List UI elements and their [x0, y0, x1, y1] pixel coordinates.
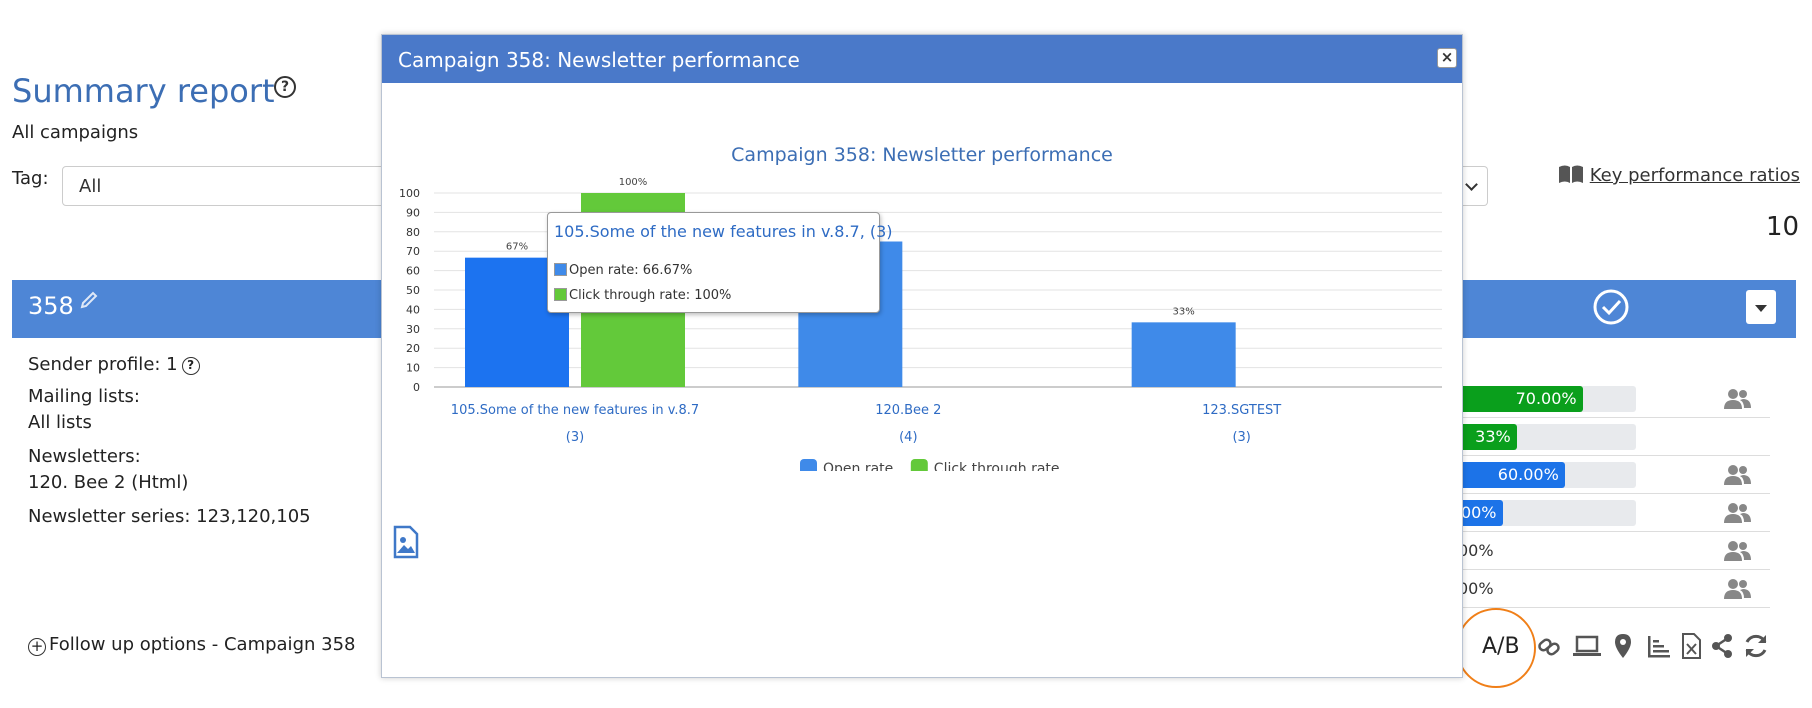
tooltip-open-rate: Open rate: 66.67% — [554, 263, 692, 278]
follow-up-options[interactable]: + Follow up options - Campaign 358 — [28, 634, 355, 656]
data-label: 33% — [1173, 306, 1195, 317]
close-button[interactable]: × — [1437, 48, 1457, 68]
follow-up-label: Follow up options - Campaign 358 — [49, 634, 356, 655]
tag-label: Tag: — [12, 168, 49, 189]
newsletter-series: Newsletter series: 123,120,105 — [28, 506, 311, 527]
y-tick-label: 60 — [406, 265, 420, 278]
image-export-icon[interactable] — [392, 525, 420, 559]
x-tick-count: (3) — [1232, 430, 1250, 445]
progress-fill: 00% — [1458, 500, 1503, 526]
y-tick-label: 40 — [406, 303, 420, 316]
book-icon — [1559, 165, 1583, 183]
stat-row: 00% — [1458, 494, 1770, 532]
stat-row: 60.00% — [1458, 456, 1770, 494]
ab-test-button[interactable]: A/B — [1482, 634, 1520, 659]
performance-chart: Campaign 358: Newsletter performance 0 10 2… — [399, 144, 1442, 471]
page-title: Summary report — [12, 72, 275, 110]
key-performance-ratios-label: Key performance ratios — [1589, 165, 1800, 186]
progress-track: 70.00% — [1458, 386, 1636, 412]
chart-tooltip: 105.Some of the new features in v.8.7, (… — [547, 212, 893, 313]
stat-row: 00% — [1458, 532, 1770, 570]
legend-swatch — [910, 459, 928, 471]
users-icon[interactable] — [1722, 540, 1752, 562]
progress-fill: 33% — [1458, 424, 1517, 450]
users-icon[interactable] — [1722, 388, 1752, 410]
tag-select[interactable]: All — [62, 166, 402, 206]
y-tick-label: 70 — [406, 245, 420, 258]
x-tick-count: (3) — [566, 430, 584, 445]
campaign-count: 10 — [1766, 212, 1800, 242]
link-icon[interactable] — [1536, 632, 1562, 660]
tooltip-click-rate: Click through rate: 100% — [554, 288, 731, 303]
progress-fill: 60.00% — [1458, 462, 1565, 488]
bar — [1131, 322, 1236, 387]
data-label: 100% — [619, 177, 648, 188]
chart-modal: Campaign 358: Newsletter performance × C… — [381, 34, 1463, 678]
x-tick-label: 123.SGTEST — [1202, 403, 1281, 418]
stat-row: 33% — [1458, 418, 1770, 456]
help-icon[interactable]: ? — [181, 357, 200, 375]
stat-value: 00% — [1458, 579, 1494, 598]
tooltip-title: 105.Some of the new features in v.8.7, (… — [554, 222, 893, 241]
campaign-menu-button[interactable] — [1746, 290, 1776, 324]
newsletters-value: 120. Bee 2 (Html) — [28, 472, 189, 493]
page-subtitle: All campaigns — [12, 122, 139, 143]
y-tick-label: 20 — [406, 342, 420, 355]
help-icon[interactable]: ? — [274, 76, 296, 98]
map-pin-icon[interactable] — [1612, 632, 1634, 660]
chart-title: Campaign 358: Newsletter performance — [731, 144, 1113, 166]
check-circle-icon[interactable] — [1592, 288, 1630, 326]
plus-circle-icon: + — [28, 638, 46, 656]
modal-title: Campaign 358: Newsletter performance — [398, 48, 800, 72]
refresh-icon[interactable] — [1742, 632, 1770, 660]
legend-label: Open rate — [823, 461, 893, 471]
modal-header — [382, 35, 1462, 83]
stat-value: 00% — [1458, 541, 1494, 560]
select-dropdown-tail[interactable] — [1460, 166, 1488, 206]
y-tick-label: 0 — [413, 381, 420, 394]
pencil-icon[interactable] — [80, 289, 100, 309]
tooltip-open-rate-text: Open rate: 66.67% — [569, 263, 693, 278]
tooltip-click-rate-text: Click through rate: 100% — [569, 288, 732, 303]
mailing-lists-label: Mailing lists: — [28, 386, 140, 407]
sender-profile-text: Sender profile: 1 — [28, 354, 178, 375]
chevron-down-icon — [1465, 178, 1478, 191]
progress-fill: 70.00% — [1458, 386, 1583, 412]
y-tick-label: 80 — [406, 226, 420, 239]
campaign-id: 358 — [28, 292, 74, 320]
share-icon[interactable] — [1710, 632, 1734, 660]
stat-row: 00% — [1458, 570, 1770, 608]
mailing-lists-value: All lists — [28, 412, 92, 433]
progress-track: 00% — [1458, 500, 1636, 526]
progress-track: 60.00% — [1458, 462, 1636, 488]
stat-row: 70.00% — [1458, 380, 1770, 418]
y-tick-label: 30 — [406, 323, 420, 336]
laptop-icon[interactable] — [1572, 632, 1602, 660]
legend-label: Click through rate — [934, 461, 1060, 471]
x-tick-count: (4) — [899, 430, 917, 445]
y-tick-label: 90 — [406, 206, 420, 219]
y-tick-label: 50 — [406, 284, 420, 297]
bar-chart-icon[interactable] — [1646, 632, 1672, 660]
users-icon[interactable] — [1722, 464, 1752, 486]
x-tick-label: 120.Bee 2 — [875, 403, 941, 418]
users-icon[interactable] — [1722, 578, 1752, 600]
y-tick-label: 10 — [406, 362, 420, 375]
legend-swatch — [554, 288, 567, 301]
y-tick-label: 100 — [399, 187, 420, 200]
users-icon[interactable] — [1722, 502, 1752, 524]
legend-swatch — [800, 459, 817, 471]
x-tick-label: 105.Some of the new features in v.8.7 — [451, 403, 699, 418]
legend-swatch — [554, 263, 567, 276]
progress-track: 33% — [1458, 424, 1636, 450]
newsletters-label: Newsletters: — [28, 446, 141, 467]
caret-down-icon — [1755, 305, 1767, 312]
data-label: 67% — [506, 242, 528, 253]
excel-file-icon[interactable] — [1680, 632, 1702, 660]
key-performance-ratios-link[interactable]: Key performance ratios — [1558, 164, 1800, 186]
sender-profile-row: Sender profile: 1? — [28, 354, 200, 375]
